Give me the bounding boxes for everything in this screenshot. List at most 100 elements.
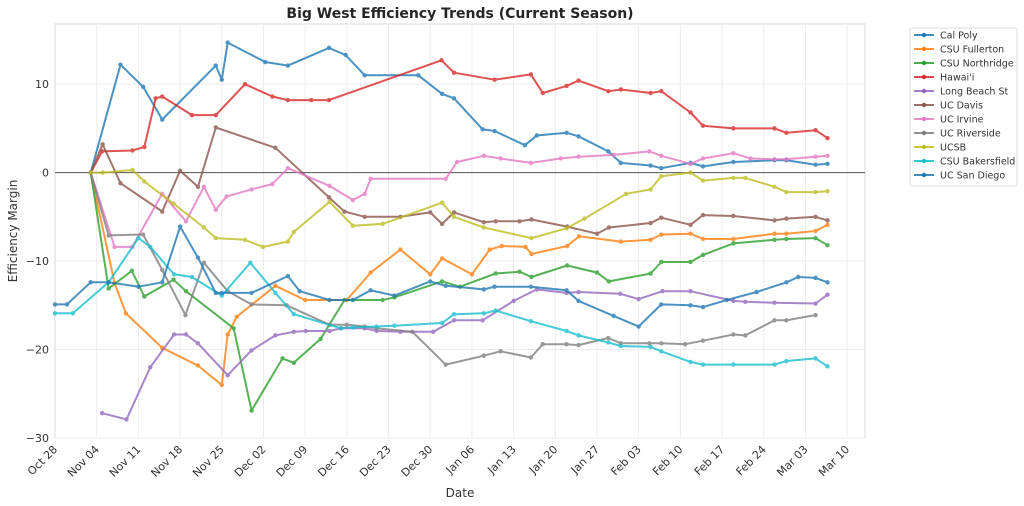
x-tick-label: Jan 20 [526,443,560,477]
data-point [481,225,487,230]
data-point [195,363,201,368]
legend-label: UC Davis [940,101,983,112]
data-point [743,175,748,181]
y-axis-label: Efficiency Margin [6,180,20,283]
data-point [499,243,504,249]
data-point [659,173,664,179]
data-point [611,313,616,319]
data-point [285,273,291,279]
data-point [171,201,176,206]
data-point [430,329,436,335]
series-line [89,172,816,366]
data-point [772,126,777,131]
data-point [784,318,789,323]
data-point [754,289,759,295]
data-point [576,154,581,159]
data-point [813,154,818,159]
data-point [813,356,818,361]
legend-marker [921,60,927,66]
data-point [813,312,818,318]
data-point [647,341,652,346]
legend-marker [921,144,927,150]
data-point [451,214,457,220]
data-point [700,164,706,169]
data-point [659,165,664,171]
data-point [576,234,582,239]
data-point [106,233,111,238]
series-line [89,172,828,386]
data-point [183,288,189,294]
data-point [100,170,105,175]
x-tick-label: Nov 18 [148,443,185,480]
data-point [813,127,818,133]
data-point [213,235,219,241]
data-point [481,353,487,358]
x-tick-labels: Oct 28 Nov 04 Nov 11 Nov 18 Nov 25 Dec 02 Dec … [25,443,852,480]
data-point [529,235,534,241]
data-point [659,153,664,159]
data-point [439,256,445,261]
data-point [177,224,183,229]
data-point [784,157,789,162]
data-point [565,243,570,249]
data-point [189,274,195,280]
data-point [540,342,545,347]
data-point [124,417,129,422]
legend-marker [921,158,927,164]
data-point [160,267,165,273]
data-point [659,259,664,265]
data-point [140,232,146,237]
data-point [688,288,693,294]
data-point [813,275,818,281]
series-long-beach-st [99,287,830,422]
data-point [451,311,457,317]
data-point [129,268,135,274]
data-point [731,298,736,304]
data-point [428,272,433,277]
data-point [326,97,332,103]
data-point [64,302,70,307]
data-point [784,358,789,364]
data-point [743,333,748,338]
legend-item: UC San Diego [914,171,1005,182]
x-tick-label: Nov 04 [65,443,102,480]
x-tick-label: Dec 16 [315,443,352,480]
data-point [648,163,653,168]
x-tick-label: Feb 17 [692,443,727,478]
data-point [326,45,332,51]
data-point [700,236,706,242]
data-point [825,153,830,159]
data-point [529,251,534,257]
data-point [224,194,229,199]
data-point [576,298,581,304]
data-point [659,302,664,307]
legend-marker [921,102,927,108]
data-point [611,152,616,158]
data-point [213,290,219,296]
data-point [558,156,563,161]
data-point [731,236,736,242]
series-ucsb [88,167,830,250]
x-tick-label: Feb 03 [608,443,643,478]
data-point [177,168,183,174]
legend: Cal Poly CSU Fullerton CSU Northridge Hawai… [909,27,1018,187]
legend-marker [921,116,927,122]
data-point [564,83,569,89]
data-point [451,96,457,101]
x-tick-label: Feb 10 [650,443,685,478]
y-tick-labels: −30 −20 −10 0 10 [26,78,49,445]
data-point [160,94,165,99]
plot-area [54,23,866,439]
data-point [285,63,291,68]
data-point [700,304,706,310]
data-point [285,239,291,244]
data-point [160,209,165,214]
data-point [784,231,789,236]
data-point [487,247,492,252]
data-point [517,219,522,224]
data-point [700,362,706,367]
data-point [213,125,219,130]
legend-item: Cal Poly [914,31,978,42]
data-point [443,362,448,367]
data-point [813,214,818,220]
